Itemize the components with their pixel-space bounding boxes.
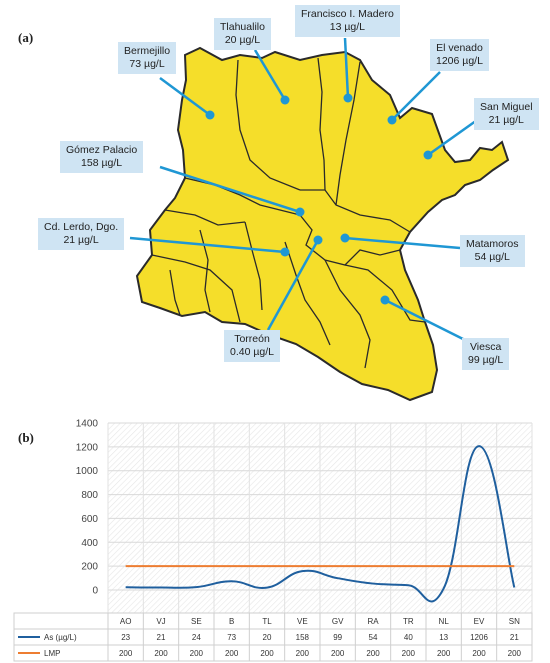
series-line-as (125, 445, 516, 603)
callout-sanmiguel: San Miguel 21 µg/L (474, 98, 539, 130)
callout-matamoros-name: Matamoros (466, 238, 519, 250)
y-tick-label: 0 (92, 586, 98, 597)
municipality-map-shapes (135, 46, 510, 402)
table-cell-value: 158 (296, 633, 310, 642)
table-cell-value: 200 (154, 649, 168, 658)
table-cell-value: 24 (192, 633, 201, 642)
callout-torreon: Torreón 0.40 µg/L (224, 330, 280, 362)
callout-matamoros-value: 54 µg/L (474, 251, 510, 263)
gridlines (107, 422, 533, 613)
callout-tlahualilo: Tlahualilo 20 µg/L (214, 18, 271, 50)
table-cell-value: 200 (366, 649, 380, 658)
x-category-label: SE (191, 617, 202, 626)
panel-b-label: (b) (18, 430, 34, 445)
callout-bermejillo-value: 73 µg/L (129, 58, 165, 70)
table-cell-value: 23 (121, 633, 130, 642)
x-category-label: VE (297, 617, 308, 626)
table-cell-value: 200 (472, 649, 486, 658)
x-category-label: SN (509, 617, 520, 626)
table-cell-value: 200 (402, 649, 416, 658)
table-cell-value: 40 (404, 633, 413, 642)
callout-viesca: Viesca 99 µg/L (462, 338, 510, 370)
callout-torreon-name: Torreón (234, 333, 270, 345)
table-cell-value: 200 (437, 649, 451, 658)
callout-sanmiguel-name: San Miguel (480, 101, 533, 113)
table-cell-value: 200 (119, 649, 133, 658)
table-cell-value: 200 (508, 649, 522, 658)
callout-tlahualilo-name: Tlahualilo (220, 21, 265, 33)
callout-viesca-name: Viesca (469, 341, 502, 353)
y-tick-label: 1200 (76, 442, 99, 453)
y-tick-label: 800 (81, 490, 98, 501)
x-category-label: EV (474, 617, 485, 626)
table-cell-value: 1206 (470, 633, 488, 642)
x-category-label: AO (120, 617, 132, 626)
callout-sanmiguel-value: 21 µg/L (488, 114, 524, 126)
legend-series-name: LMP (44, 649, 60, 658)
callout-lerdo-value: 21 µg/L (63, 234, 99, 246)
table-cell-value: 73 (227, 633, 236, 642)
callout-bermejillo-name: Bermejillo (124, 45, 171, 57)
callout-torreon-value: 0.40 µg/L (230, 346, 274, 358)
table-cell-value: 13 (439, 633, 448, 642)
table-border (13, 612, 533, 662)
table-cell-value: 200 (225, 649, 239, 658)
callout-venado: El venado 1206 µg/L (430, 39, 489, 71)
y-tick-labels: 0 200 400 600 800 1000 1200 1400 (76, 419, 99, 597)
x-category-label: GV (332, 617, 344, 626)
series-lines (125, 445, 516, 603)
y-tick-label: 200 (81, 562, 98, 573)
callout-madero: Francisco I. Madero 13 µg/L (295, 5, 400, 37)
y-tick-label: 1000 (76, 466, 99, 477)
callout-lerdo: Cd. Lerdo, Dgo. 21 µg/L (38, 218, 125, 250)
callout-venado-name: El venado (436, 42, 483, 54)
callout-matamoros: Matamoros 54 µg/L (460, 235, 525, 267)
table-cell-value: 54 (369, 633, 378, 642)
table-cell-value: 200 (331, 649, 345, 658)
x-category-label: B (229, 617, 234, 626)
x-category-label: NL (439, 617, 450, 626)
y-tick-label: 400 (81, 538, 98, 549)
x-category-label: VJ (156, 617, 165, 626)
table-cell-value: 200 (296, 649, 310, 658)
table-cell-value: 99 (333, 633, 342, 642)
callout-madero-value: 13 µg/L (329, 21, 366, 33)
callout-leader-lines (129, 37, 481, 342)
x-category-label: TL (262, 617, 272, 626)
table-cell-value: 200 (190, 649, 204, 658)
panel-a-label: (a) (18, 30, 34, 45)
table-cell-value: 200 (260, 649, 274, 658)
callout-lerdo-name: Cd. Lerdo, Dgo. (44, 221, 119, 233)
callout-gomez: Gómez Palacio 158 µg/L (60, 141, 144, 173)
callout-madero-name: Francisco I. Madero (301, 8, 394, 20)
callout-gomez-name: Gómez Palacio (66, 144, 138, 156)
region-map (129, 37, 510, 402)
y-tick-label: 1400 (76, 419, 99, 430)
callout-viesca-value: 99 µg/L (468, 354, 504, 366)
callout-dots (205, 93, 433, 305)
table-cell-value: 21 (157, 633, 166, 642)
y-tick-label: 600 (81, 514, 98, 525)
callout-gomez-value: 158 µg/L (81, 157, 123, 169)
callout-tlahualilo-value: 20 µg/L (224, 34, 261, 46)
x-category-label: TR (403, 617, 414, 626)
data-table: AO VJ SE B TL VE GV RA TR NL EV SN As (µg/L) 23 21 24 73… (13, 612, 533, 662)
x-category-label: RA (367, 617, 379, 626)
map-outline (135, 46, 510, 402)
callout-bermejillo: Bermejillo 73 µg/L (118, 42, 177, 74)
callout-venado-value: 1206 µg/L (436, 55, 483, 67)
table-cell-value: 20 (263, 633, 272, 642)
legend-series-name: As (µg/L) (44, 633, 77, 642)
table-cell-value: 21 (510, 633, 519, 642)
